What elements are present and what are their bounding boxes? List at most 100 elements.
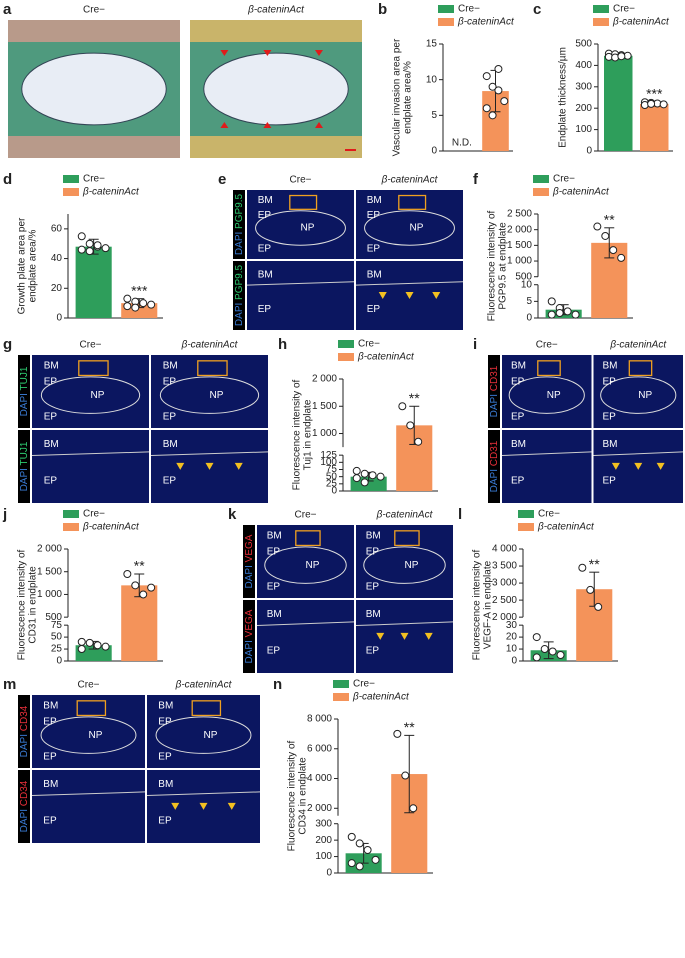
legend-swatch	[438, 18, 454, 26]
stain-label: DAPI PGP9.5	[234, 264, 245, 326]
stain-strip	[488, 430, 500, 503]
y-tick-label: 3 500	[492, 561, 517, 572]
y-tick-label: 1 000	[507, 256, 532, 267]
arrowhead	[634, 462, 643, 470]
panel-label: d	[3, 171, 12, 188]
region-label: EP	[602, 377, 616, 388]
legend-label: Cre−	[538, 509, 560, 520]
nucleus-pulposus	[21, 52, 167, 126]
y-axis-label: endplate area/%	[28, 229, 39, 302]
region-label: BM	[163, 439, 178, 450]
nucleus-pulposus	[364, 210, 455, 246]
bar	[604, 55, 633, 151]
data-point	[77, 637, 86, 646]
data-point	[147, 300, 156, 309]
nucleus-pulposus	[600, 376, 677, 414]
stain-label: DAPI	[244, 565, 255, 588]
column-header: Cre−	[290, 175, 312, 186]
stain-label: DAPI VEGA	[244, 609, 255, 663]
region-label: NP	[89, 730, 103, 741]
region-label: EP	[43, 752, 57, 763]
region-label: EP	[44, 476, 58, 487]
y-axis-label: VEGF-A in endplate	[483, 560, 494, 649]
boundary	[355, 281, 464, 286]
fluorescence-image	[502, 430, 592, 503]
nucleus-pulposus	[203, 52, 349, 126]
data-point	[368, 471, 377, 480]
y-tick-label: 2 000	[492, 612, 517, 623]
legend-swatch	[533, 175, 549, 183]
panel-label: e	[218, 171, 226, 188]
data-point	[371, 855, 380, 864]
region-label: NP	[638, 390, 652, 401]
y-axis-label: CD31 in endplate	[28, 566, 39, 644]
arrowhead	[315, 122, 323, 128]
data-point	[500, 97, 509, 106]
zoom-box	[197, 360, 228, 377]
region-label: BM	[366, 609, 381, 620]
y-tick-label: 100	[315, 851, 332, 862]
panel-label: g	[3, 336, 12, 353]
data-point	[139, 590, 148, 599]
legend-swatch	[593, 5, 609, 13]
data-point	[93, 641, 102, 650]
significance: **	[409, 390, 420, 406]
y-tick-label: 3 000	[492, 578, 517, 589]
legend-swatch	[338, 340, 354, 348]
data-point	[488, 111, 497, 120]
y-tick-label: 0	[526, 313, 532, 324]
stain-label: DAPI PGP9.5	[234, 193, 245, 255]
y-tick-label: 500	[45, 612, 62, 623]
column-header: β-cateninAct	[247, 5, 305, 16]
fluorescence-image	[247, 261, 354, 330]
fluorescence-image	[356, 190, 463, 259]
y-tick-label: 2 500	[492, 595, 517, 606]
data-point	[494, 86, 503, 95]
nucleus-pulposus	[508, 376, 585, 414]
arrowhead	[315, 50, 323, 56]
legend-label: Cre−	[358, 339, 380, 350]
region-label: BM	[258, 195, 273, 206]
region-label: EP	[366, 646, 380, 657]
y-axis-label: Fluorescence intensity of	[287, 740, 298, 851]
boundary	[593, 451, 684, 457]
region-label: NP	[91, 390, 105, 401]
data-point	[409, 804, 418, 813]
boundary	[146, 791, 261, 797]
panel-label: k	[228, 506, 237, 523]
data-point	[355, 839, 364, 848]
y-tick-label: 0	[511, 656, 517, 667]
legend-label: Cre−	[613, 4, 635, 15]
region-label: BM	[366, 531, 381, 542]
data-point	[594, 602, 603, 611]
legend-label: Cre−	[458, 4, 480, 15]
legend-swatch	[533, 188, 549, 196]
arrowhead	[176, 462, 185, 470]
data-point	[414, 437, 423, 446]
panel-label: f	[473, 171, 479, 188]
data-point	[147, 583, 156, 592]
y-tick-label: 500	[515, 271, 532, 282]
y-axis-label: Fluorescence intensity of	[17, 549, 28, 660]
fluorescence-image	[502, 355, 592, 428]
fluorescence-image	[147, 695, 260, 768]
data-point	[571, 310, 580, 319]
y-tick-label: 2 000	[37, 544, 62, 555]
y-tick-label: 25	[326, 478, 338, 489]
stain-label: DAPI VEGA	[244, 534, 255, 588]
significance: ***	[646, 85, 663, 101]
column-header: Cre−	[80, 340, 102, 351]
legend-swatch	[518, 510, 534, 518]
region-label: BM	[367, 269, 382, 280]
significance: **	[589, 556, 600, 572]
panel-label: b	[378, 1, 387, 18]
column-header: Cre−	[83, 5, 105, 16]
y-tick-label: 100	[575, 124, 592, 135]
stain-label: PGP9.5	[234, 264, 245, 299]
stain-strip	[243, 525, 255, 598]
region-label: EP	[43, 717, 57, 728]
region-label: BM	[44, 439, 59, 450]
region-label: EP	[258, 243, 272, 254]
zoom-box	[76, 700, 107, 717]
legend-label: β-cateninAct	[537, 522, 595, 533]
